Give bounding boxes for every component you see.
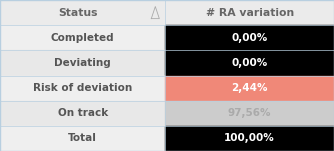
Text: 0,00%: 0,00%	[231, 33, 268, 43]
Text: Deviating: Deviating	[54, 58, 111, 68]
Text: 0,00%: 0,00%	[231, 58, 268, 68]
Bar	[165, 25, 334, 50]
Bar	[0, 25, 165, 50]
Bar	[0, 101, 165, 126]
Bar	[0, 126, 165, 151]
Bar	[165, 126, 334, 151]
Bar	[0, 76, 165, 101]
Text: 100,00%: 100,00%	[224, 133, 275, 143]
Bar	[165, 101, 334, 126]
Text: Risk of deviation: Risk of deviation	[33, 83, 132, 93]
Bar	[0, 0, 165, 25]
Text: Completed: Completed	[51, 33, 115, 43]
Text: Total: Total	[68, 133, 97, 143]
Bar	[0, 50, 165, 76]
Bar	[165, 0, 334, 25]
Text: # RA variation: # RA variation	[205, 8, 294, 18]
Text: On track: On track	[57, 108, 108, 118]
Text: Status: Status	[58, 8, 98, 18]
Text: 97,56%: 97,56%	[228, 108, 272, 118]
Bar	[165, 50, 334, 76]
Text: 2,44%: 2,44%	[231, 83, 268, 93]
Bar	[165, 76, 334, 101]
